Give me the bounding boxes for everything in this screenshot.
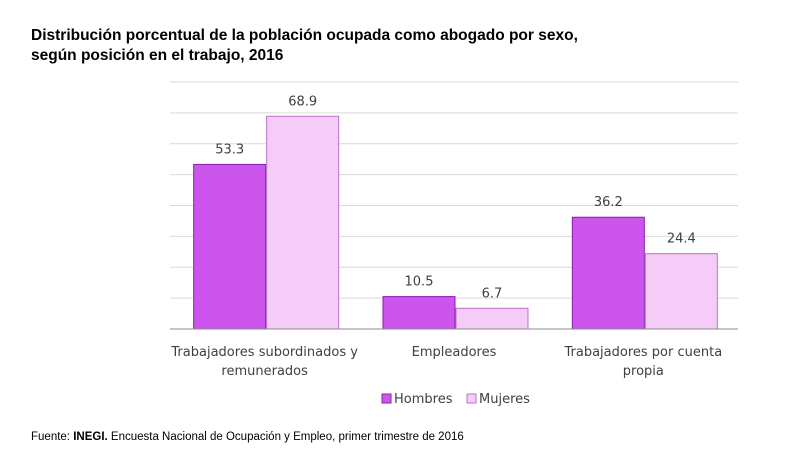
chart-title-line-2: según posición en el trabajo, 2016	[31, 47, 284, 64]
source-text: Encuesta Nacional de Ocupación y Empleo,…	[107, 431, 464, 443]
source-note: Fuente: INEGI. Encuesta Nacional de Ocup…	[31, 431, 464, 443]
data-label: 6.7	[482, 286, 503, 301]
category-label: Empleadores	[412, 345, 497, 360]
legend-swatch-mujeres	[466, 393, 477, 404]
chart-title: Distribución porcentual de la población …	[31, 26, 751, 66]
source-org: INEGI.	[73, 431, 108, 443]
bar-hombres-0	[193, 163, 267, 330]
bar-mujeres-0	[266, 115, 340, 330]
bar-mujeres-2	[644, 253, 718, 330]
category-label: remunerados	[221, 364, 308, 379]
bar-hombres-2	[571, 216, 645, 330]
category-label: Trabajadores subordinados y	[170, 345, 358, 360]
category-label: Trabajadores por cuenta	[563, 345, 722, 360]
data-label: 24.4	[667, 232, 696, 247]
bar-hombres-1	[382, 296, 456, 330]
bar-mujeres-1	[455, 307, 529, 330]
legend-swatch-hombres	[381, 393, 392, 404]
data-label: 68.9	[288, 94, 317, 109]
legend-label-hombres: Hombres	[394, 392, 453, 407]
chart-title-line-1: Distribución porcentual de la población …	[31, 27, 578, 44]
source-prefix: Fuente:	[31, 431, 74, 443]
data-label: 10.5	[405, 275, 434, 290]
legend-label-mujeres: Mujeres	[479, 392, 530, 407]
data-label: 36.2	[594, 195, 623, 210]
data-label: 53.3	[215, 142, 244, 157]
category-label: propia	[623, 364, 664, 379]
